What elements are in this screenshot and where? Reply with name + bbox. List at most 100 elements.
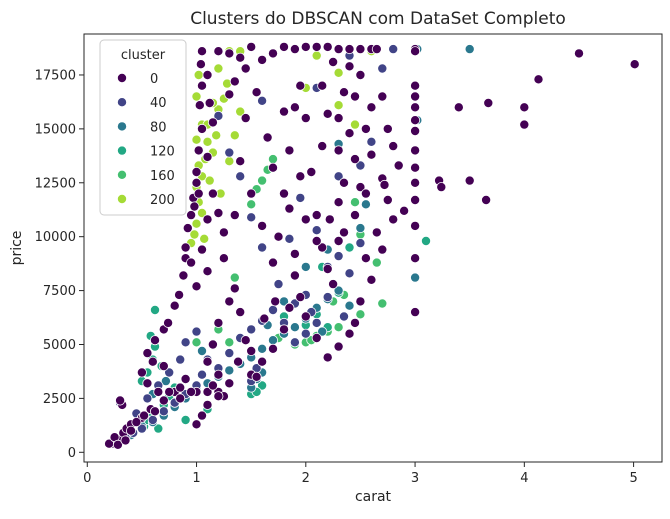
data-point-cluster-0 [194, 100, 205, 111]
data-point-cluster-40 [284, 233, 295, 244]
data-point-cluster-0 [333, 145, 344, 156]
data-point-cluster-0 [410, 102, 421, 113]
x-tick-label: 1 [192, 471, 200, 486]
data-point-cluster-0 [481, 194, 492, 205]
plot-frame [83, 33, 663, 463]
data-point-cluster-120 [180, 414, 191, 425]
data-point-cluster-40 [246, 324, 257, 335]
data-point-cluster-40 [311, 225, 322, 236]
data-point-cluster-0 [333, 235, 344, 246]
data-point-cluster-0 [322, 108, 333, 119]
data-point-cluster-40 [333, 171, 344, 182]
data-point-cluster-0 [139, 410, 150, 421]
data-point-cluster-0 [186, 210, 197, 221]
data-point-cluster-40 [338, 311, 349, 322]
data-point-cluster-0 [233, 356, 244, 367]
y-axis: 0 2500 5000 7500 10000 12500 15000 17500 [35, 68, 84, 461]
x-axis-label: carat [355, 489, 392, 505]
data-point-cluster-0 [317, 80, 328, 91]
data-point-cluster-0 [213, 317, 224, 328]
data-point-cluster-0 [164, 386, 175, 397]
data-point-cluster-0 [410, 220, 421, 231]
data-point-cluster-120 [257, 380, 268, 391]
data-point-cluster-0 [360, 123, 371, 134]
data-point-cluster-0 [278, 106, 289, 117]
data-point-cluster-80 [257, 343, 268, 354]
data-point-cluster-0 [311, 235, 322, 246]
data-point-cluster-0 [317, 141, 328, 152]
legend-marker-0 [117, 73, 128, 84]
data-point-cluster-0 [207, 380, 218, 391]
data-point-cluster-0 [112, 439, 123, 450]
data-point-cluster-160 [267, 154, 278, 165]
data-point-cluster-0 [295, 171, 306, 182]
data-point-cluster-160 [371, 257, 382, 268]
data-point-cluster-0 [251, 371, 262, 382]
data-point-cluster-0 [229, 210, 240, 221]
data-point-cluster-0 [333, 113, 344, 124]
y-tick-label: 12500 [35, 176, 76, 191]
data-point-cluster-80 [333, 285, 344, 296]
data-point-cluster-0 [175, 382, 186, 393]
data-point-cluster-40 [300, 328, 311, 339]
data-point-cluster-80 [160, 376, 171, 387]
data-point-cluster-40 [388, 44, 399, 55]
data-point-cluster-0 [410, 162, 421, 173]
data-point-cluster-0 [224, 378, 235, 389]
data-point-cluster-0 [328, 279, 339, 290]
legend-marker-40 [117, 97, 128, 108]
data-point-cluster-120 [153, 423, 164, 434]
data-point-cluster-0 [207, 188, 218, 199]
data-point-cluster-0 [120, 435, 131, 446]
data-point-cluster-0 [300, 311, 311, 322]
data-point-cluster-0 [533, 74, 544, 85]
data-point-cluster-40 [164, 367, 175, 378]
x-tick-label: 2 [302, 471, 310, 486]
data-point-cluster-0 [178, 270, 189, 281]
data-point-cluster-0 [306, 166, 317, 177]
data-point-cluster-0 [344, 61, 355, 72]
data-point-cluster-160 [377, 298, 388, 309]
data-point-cluster-0 [410, 80, 421, 91]
data-point-cluster-40 [355, 238, 366, 249]
data-point-cluster-0 [224, 296, 235, 307]
data-point-cluster-200 [204, 175, 215, 186]
data-point-cluster-120 [344, 242, 355, 253]
data-point-cluster-0 [193, 188, 204, 199]
data-point-cluster-200 [211, 130, 222, 141]
data-point-cluster-0 [366, 102, 377, 113]
data-point-cluster-0 [191, 166, 202, 177]
data-point-cluster-200 [224, 156, 235, 167]
data-point-cluster-40 [322, 292, 333, 303]
data-point-cluster-0 [257, 54, 268, 65]
data-point-cluster-0 [235, 307, 246, 318]
data-point-cluster-0 [149, 335, 160, 346]
data-point-cluster-0 [180, 242, 191, 253]
x-tick-label: 4 [520, 471, 528, 486]
data-point-cluster-80 [317, 326, 328, 337]
data-point-cluster-0 [257, 356, 268, 367]
y-tick-label: 7500 [43, 284, 76, 299]
data-point-cluster-40 [289, 337, 300, 348]
data-point-cluster-80 [300, 261, 311, 272]
data-point-cluster-0 [366, 149, 377, 160]
data-point-cluster-0 [202, 356, 213, 367]
data-point-cluster-200 [213, 63, 224, 74]
data-point-cluster-0 [379, 179, 390, 190]
data-point-cluster-0 [202, 70, 213, 81]
x-tick-label: 5 [629, 471, 637, 486]
data-point-cluster-0 [399, 205, 410, 216]
data-point-cluster-0 [377, 244, 388, 255]
data-point-cluster-0 [259, 313, 270, 324]
data-point-cluster-0 [410, 115, 421, 126]
data-point-cluster-40 [366, 136, 377, 147]
data-point-cluster-0 [204, 98, 215, 109]
data-point-cluster-0 [193, 145, 204, 156]
data-point-cluster-0 [519, 119, 530, 130]
data-point-cluster-0 [366, 274, 377, 285]
x-tick-label: 3 [411, 471, 419, 486]
data-point-cluster-0 [410, 126, 421, 137]
data-point-cluster-0 [300, 41, 311, 52]
data-point-cluster-40 [158, 406, 169, 417]
